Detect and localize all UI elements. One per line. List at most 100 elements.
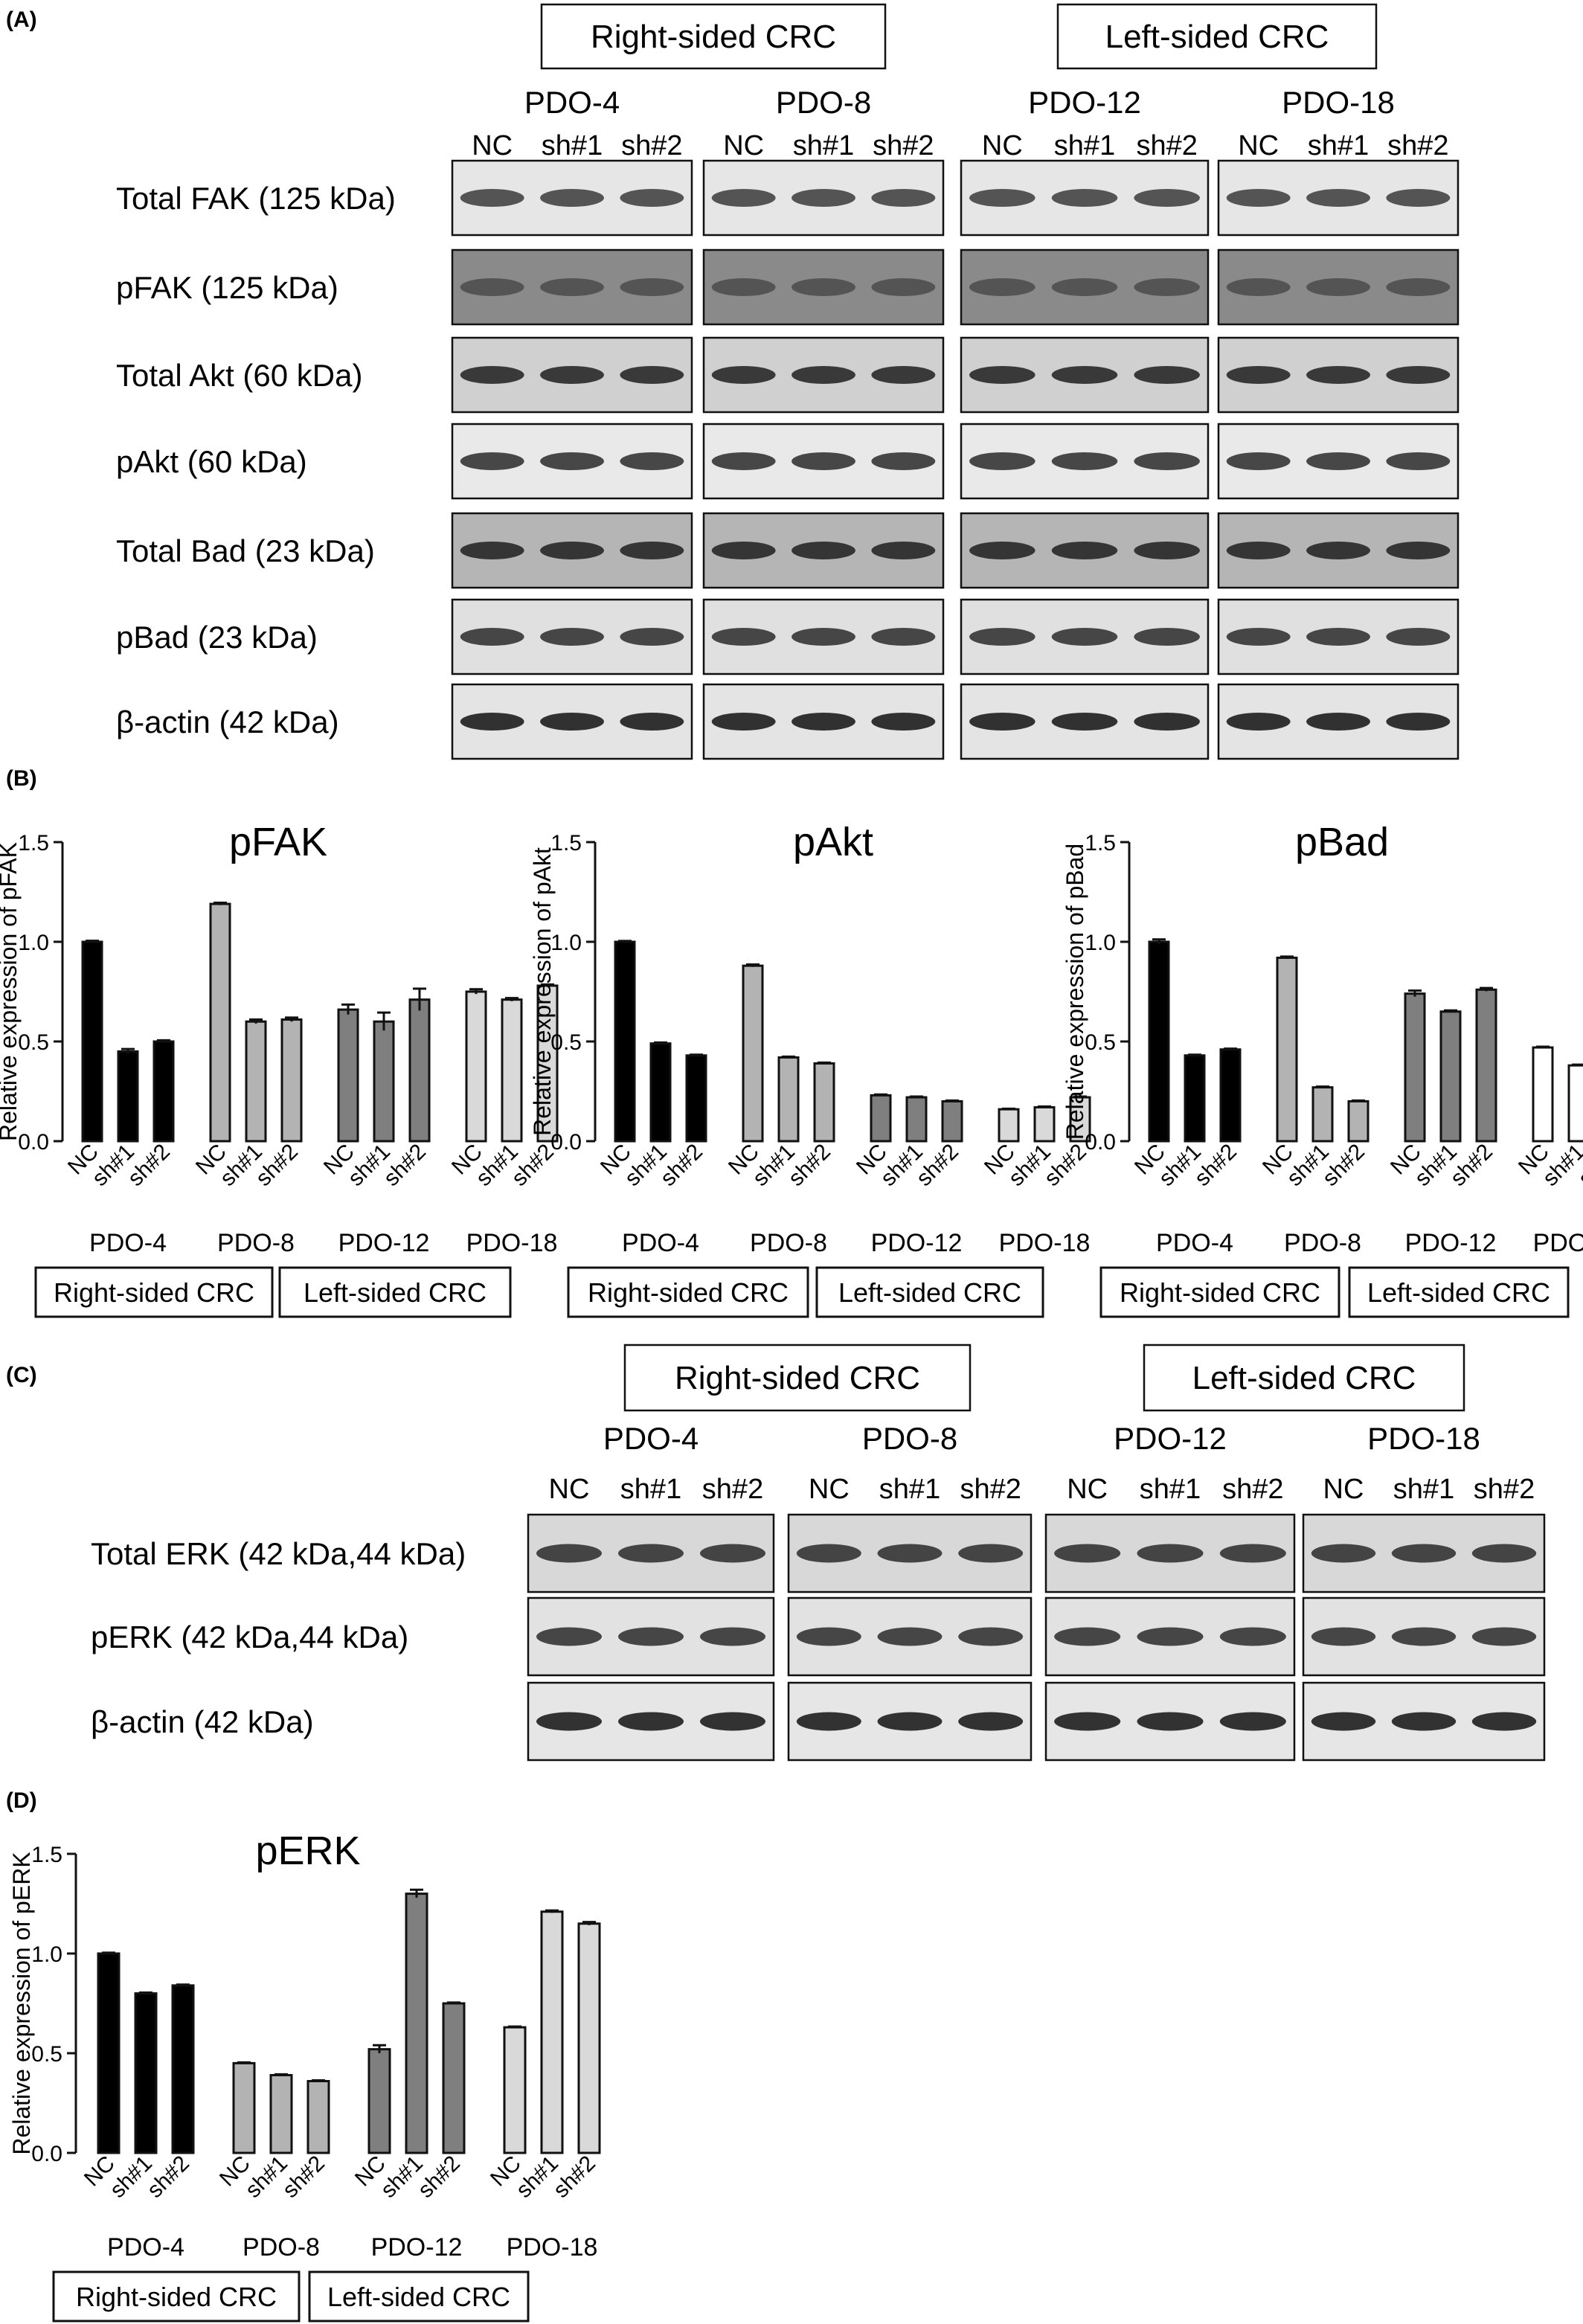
pdo-label: PDO-18	[1282, 85, 1395, 120]
blot-band	[792, 189, 855, 207]
bar	[577, 1922, 601, 2154]
blot-band	[700, 1712, 765, 1731]
blot-band	[1226, 452, 1291, 470]
blot-band	[877, 1712, 943, 1731]
blot-band	[1386, 452, 1451, 470]
panel-label-a: (A)	[6, 7, 37, 32]
blot-band	[460, 366, 524, 384]
blot-band	[871, 713, 936, 731]
lane-label: sh#1	[879, 1474, 940, 1505]
category-label: sh#1	[512, 2151, 563, 2203]
lane-label: sh#1	[793, 130, 854, 161]
category-label: sh#2	[912, 1140, 963, 1191]
row-label: Total Bad (23 kDa)	[116, 533, 375, 568]
bar	[442, 2002, 466, 2154]
bar	[941, 1100, 963, 1143]
blot-band	[792, 278, 855, 296]
pdo-label: PDO-8	[776, 85, 871, 120]
blot-band	[969, 628, 1035, 646]
bar	[97, 1952, 121, 2154]
panel-label-d: (D)	[6, 1788, 37, 1813]
blot-band	[620, 713, 684, 731]
blot-band	[1391, 1544, 1457, 1563]
chart-title: pFAK	[229, 820, 327, 864]
category-label: sh#2	[251, 1140, 303, 1191]
blot-band	[711, 189, 776, 207]
blot-band	[1311, 1712, 1376, 1731]
bar	[503, 2026, 527, 2154]
chart-title: pERK	[255, 1829, 360, 1873]
blot-band	[1051, 366, 1118, 384]
group-label: PDO-18	[999, 1229, 1091, 1257]
blot-band	[540, 628, 604, 646]
y-tick-label: 1.5	[1085, 831, 1116, 856]
side-box	[308, 2270, 530, 2323]
category-label: sh#2	[656, 1140, 707, 1191]
bar	[280, 1018, 303, 1143]
blot-band	[969, 366, 1035, 384]
lane-label: sh#2	[1136, 130, 1197, 161]
blot-band	[460, 542, 524, 559]
y-tick-label: 0.5	[31, 2042, 62, 2067]
blot-band	[796, 1627, 861, 1646]
group-label: PDO-12	[371, 2233, 463, 2262]
y-tick-label: 1.5	[31, 1843, 62, 1867]
blot-band	[871, 189, 936, 207]
bar	[209, 902, 231, 1143]
side-box-label: Left-sided CRC	[304, 1277, 487, 1308]
blot-band	[1306, 278, 1370, 296]
blot-band	[877, 1544, 943, 1563]
bar	[171, 1984, 195, 2154]
blot-band	[620, 278, 684, 296]
blot-band	[1471, 1712, 1537, 1731]
group-label: PDO-4	[89, 1229, 167, 1257]
blot-band	[460, 452, 524, 470]
bar	[337, 1008, 359, 1143]
lane-label: NC	[723, 130, 764, 161]
blot-band	[1051, 189, 1118, 207]
lane-label: sh#2	[1222, 1474, 1283, 1505]
row-label: pAkt (60 kDa)	[116, 444, 307, 479]
y-tick-label: 1.0	[1085, 931, 1116, 955]
side-box	[1348, 1266, 1570, 1318]
blot-band	[711, 278, 776, 296]
pdo-label: PDO-4	[603, 1421, 699, 1456]
blot-band	[792, 628, 855, 646]
lane-label: sh#2	[621, 130, 682, 161]
blot-band	[1386, 278, 1451, 296]
bar	[501, 998, 523, 1143]
blot-band	[792, 366, 855, 384]
blot-band	[620, 189, 684, 207]
blot-band	[460, 278, 524, 296]
pdo-label: PDO-8	[862, 1421, 957, 1456]
bar	[1311, 1086, 1334, 1143]
y-tick-label: 0.5	[18, 1030, 49, 1055]
blot-band	[1219, 1627, 1286, 1646]
group-label: PDO-8	[1284, 1229, 1361, 1257]
category-label: sh#1	[376, 2151, 428, 2203]
group-label: PDO-4	[107, 2233, 184, 2262]
group-label: PDO-18	[507, 2233, 598, 2262]
group-header-box	[623, 1344, 972, 1412]
bar	[1404, 992, 1426, 1143]
blot-band	[1386, 628, 1451, 646]
blot-band	[1137, 1544, 1204, 1563]
blot-band	[792, 452, 855, 470]
y-tick-label: 1.5	[18, 831, 49, 856]
side-box	[815, 1266, 1044, 1318]
blot-band	[1219, 1544, 1286, 1563]
pdo-label: PDO-12	[1114, 1421, 1227, 1456]
blot-band	[969, 713, 1035, 731]
side-box-label: Left-sided CRC	[327, 2282, 510, 2312]
group-header-label: Right-sided CRC	[675, 1360, 920, 1396]
blot-band	[1471, 1544, 1537, 1563]
blot-band	[871, 452, 936, 470]
bar	[1184, 1054, 1206, 1143]
bar	[367, 2048, 391, 2154]
lane-label: sh#1	[1308, 130, 1369, 161]
blot-band	[1134, 452, 1200, 470]
row-label: Total Akt (60 kDa)	[116, 358, 362, 393]
group-label: PDO-8	[750, 1229, 827, 1257]
